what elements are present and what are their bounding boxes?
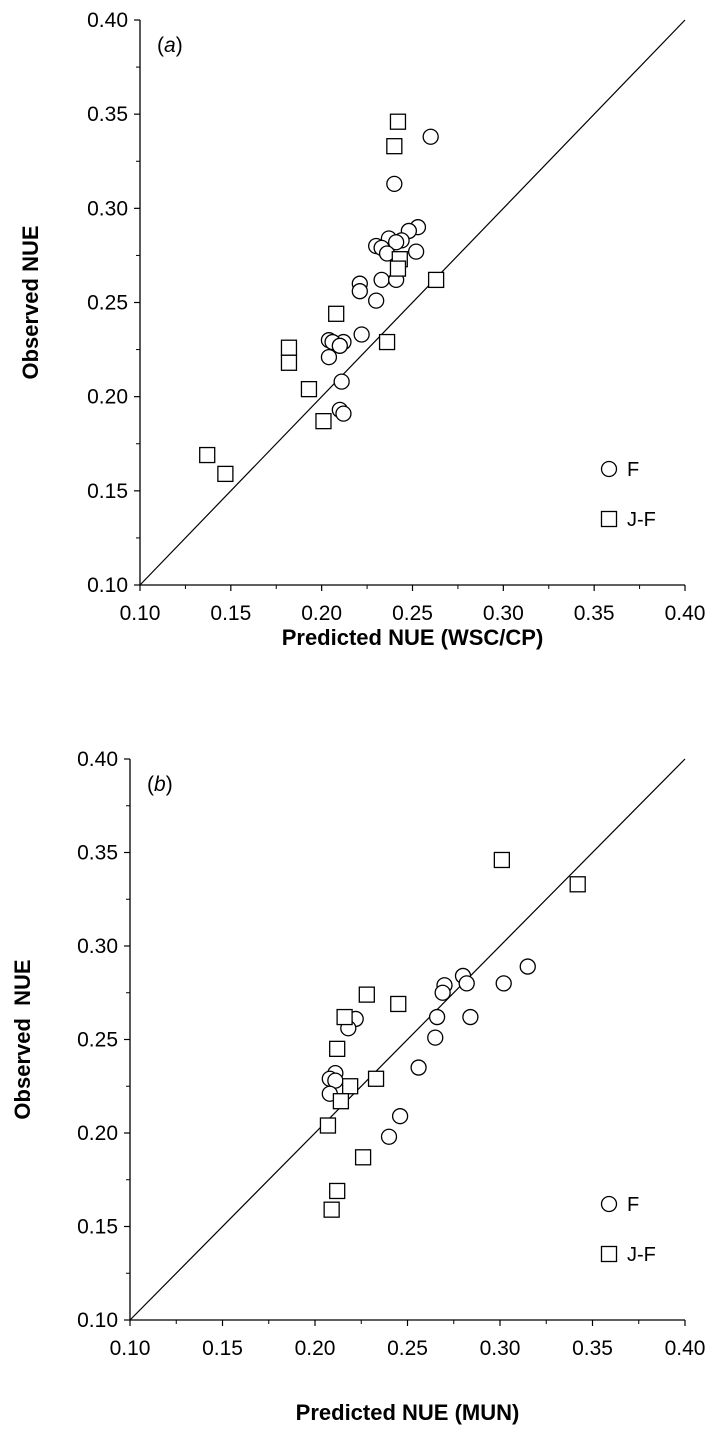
chart-a-point-f	[368, 292, 385, 309]
chart-a-x-tick-label: 0.30	[483, 602, 524, 625]
chart-b-point-f	[428, 1008, 446, 1026]
chart-b-x-tick-label: 0.35	[572, 1337, 613, 1360]
chart-b-point-jf	[354, 1149, 372, 1166]
chart-b-point-jf	[358, 986, 375, 1003]
chart-a-point-jf	[386, 138, 403, 155]
chart-a-x-tick-label: 0.35	[574, 602, 615, 625]
chart-a-point-f	[407, 243, 425, 260]
chart-b-point-f	[519, 958, 536, 975]
chart-a-x-tick-label: 0.20	[301, 602, 342, 625]
chart-a-legend-label-jf: J-F	[627, 509, 656, 531]
chart-a-y-tick-label: 0.20	[87, 386, 128, 409]
chart-a-legend-label-f: F	[627, 459, 639, 481]
chart-b-x-tick-label: 0.30	[480, 1337, 521, 1360]
chart-a-point-f	[353, 326, 370, 343]
chart-b-point-f	[391, 1108, 409, 1125]
chart-b-point-f	[495, 975, 512, 992]
chart-a-point-jf	[389, 260, 407, 277]
chart-a-point-jf	[300, 380, 318, 398]
chart-a-x-tick-label: 0.15	[210, 602, 251, 625]
chart-a-panel-label-suffix: )	[176, 34, 183, 57]
chart-b-y-tick-label: 0.35	[77, 842, 118, 865]
chart-b-point-jf	[323, 1201, 340, 1218]
chart-a-point-f	[422, 128, 439, 145]
chart-b-point-jf	[341, 1078, 359, 1095]
chart-b-point-f	[458, 975, 475, 992]
chart-b-point-jf	[332, 1093, 350, 1110]
chart-b-legend-marker-jf	[600, 1245, 618, 1263]
chart-b-x-tick-label: 0.20	[295, 1337, 336, 1360]
chart-b-point-f	[462, 1008, 479, 1026]
chart-a-point-f	[387, 234, 405, 251]
chart-b-x-tick-label: 0.15	[202, 1337, 243, 1360]
chart-a-point-f	[335, 405, 352, 422]
chart-a-panel-label-prefix: (	[157, 34, 164, 57]
chart-a-point-jf	[389, 113, 407, 130]
chart-a-reference-line	[139, 19, 686, 586]
chart-b-y-tick-label: 0.40	[77, 748, 118, 771]
chart-b-panel-label-prefix: (	[147, 773, 154, 796]
chart-a-point-f	[351, 283, 368, 300]
chart-a-point-jf	[427, 271, 445, 289]
chart-a-legend-marker-jf	[600, 510, 618, 528]
chart-a-y-tick-label: 0.40	[87, 9, 128, 32]
chart-b-point-jf	[390, 995, 407, 1013]
chart-b-point-f	[410, 1059, 427, 1076]
chart-b-legend-label-f: F	[627, 1194, 639, 1216]
chart-b-x-axis-title: Predicted NUE (MUN)	[296, 1400, 520, 1425]
chart-b-point-jf	[336, 1008, 353, 1026]
chart-a-x-tick-label: 0.10	[120, 602, 161, 625]
chart-a-panel-label: (a)	[157, 34, 183, 57]
chart-b-point-jf	[569, 876, 586, 893]
chart-a-y-tick-label: 0.30	[87, 197, 128, 220]
chart-b-y-tick-label: 0.25	[77, 1029, 118, 1052]
chart-a-x-tick-label: 0.40	[665, 602, 706, 625]
chart-b-legend-label-jf: J-F	[627, 1244, 656, 1266]
chart-b-point-jf	[493, 851, 511, 869]
chart-b-point-jf	[329, 1182, 346, 1200]
chart-b-y-tick-label: 0.30	[77, 935, 118, 958]
chart-a-y-tick-label: 0.25	[87, 292, 128, 315]
chart-b-point-f	[434, 984, 451, 1001]
chart-a-point-jf	[315, 412, 332, 430]
chart-a-point-f	[333, 373, 350, 390]
chart-b-reference-line	[129, 758, 686, 1321]
chart-b-panel-label-suffix: )	[166, 773, 173, 796]
chart-b-y-tick-label: 0.20	[77, 1122, 118, 1145]
chart-b-x-tick-label: 0.25	[387, 1337, 428, 1360]
chart-a-legend-marker-f	[600, 460, 618, 478]
chart-b-panel-label-letter: b	[154, 773, 166, 796]
chart-a-panel-label-letter: a	[164, 34, 176, 57]
chart-b-y-tick-label: 0.15	[77, 1216, 118, 1239]
chart-a-point-f	[331, 337, 348, 354]
chart-b-x-tick-label: 0.10	[110, 1337, 151, 1360]
chart-a-point-jf	[280, 339, 298, 356]
chart-b-x-tick-label: 0.40	[665, 1337, 706, 1360]
chart-b-panel-label: (b)	[147, 773, 173, 796]
chart-a-x-axis-title: Predicted NUE (WSC/CP)	[282, 625, 544, 650]
chart-a-y-tick-label: 0.10	[87, 574, 128, 597]
chart-a-point-f	[373, 271, 390, 289]
chart-a-y-tick-label: 0.15	[87, 480, 128, 503]
chart-a-y-tick-label: 0.35	[87, 103, 128, 126]
chart-a-point-jf	[217, 465, 234, 483]
chart-b-point-f	[380, 1128, 398, 1145]
chart-a-point-f	[320, 348, 338, 366]
chart-a-point-f	[386, 175, 403, 193]
chart-b-legend-marker-f	[600, 1195, 618, 1213]
chart-a-y-axis-title: Observed NUE	[18, 225, 43, 379]
chart-b-point-jf	[319, 1117, 337, 1134]
chart-b-y-axis-title: Observed NUE	[10, 959, 35, 1119]
chart-a-point-jf	[328, 305, 345, 322]
chart-a-point-jf	[199, 446, 216, 464]
chart-a-point-jf	[280, 354, 298, 371]
chart-b-point-jf	[367, 1070, 385, 1087]
chart-a-point-jf	[378, 333, 396, 351]
chart-b-point-jf	[329, 1040, 346, 1057]
chart-b-point-f	[427, 1029, 444, 1046]
chart-b-y-tick-label: 0.10	[77, 1309, 118, 1332]
chart-a-x-tick-label: 0.25	[392, 602, 433, 625]
